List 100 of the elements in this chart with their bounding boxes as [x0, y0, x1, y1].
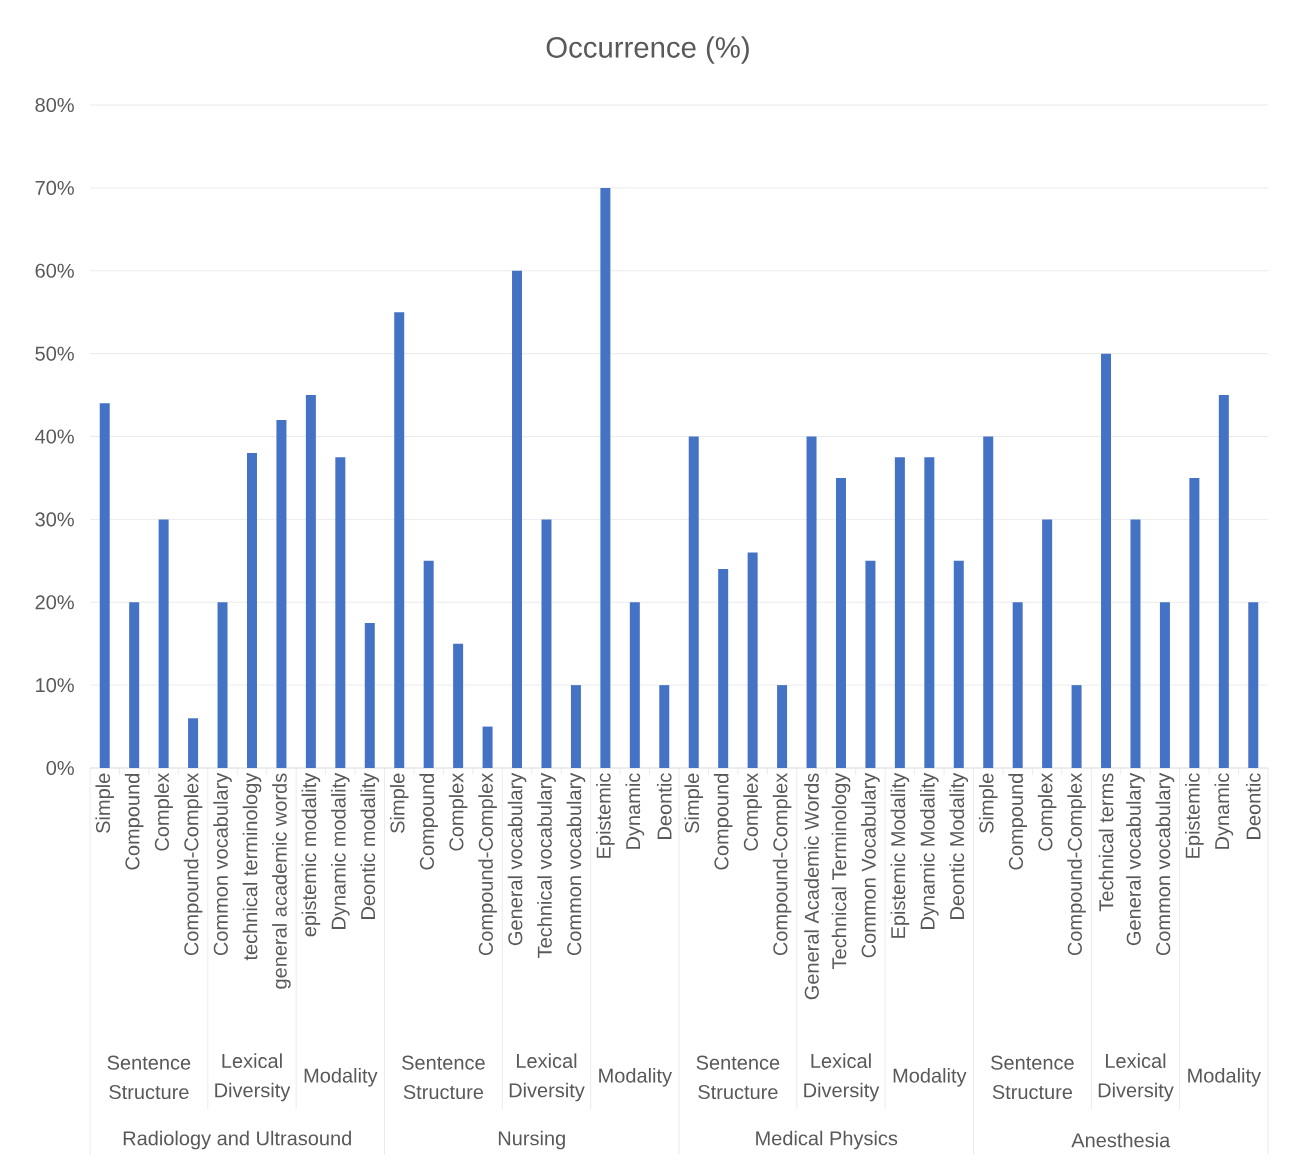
- bar: [806, 436, 817, 768]
- text: Modality: [893, 1068, 967, 1087]
- text: Lexical Diversity: [1098, 1053, 1174, 1102]
- text: Sentence Structure: [991, 1055, 1074, 1100]
- x-tick-label: Compound: [1008, 774, 1027, 870]
- y-tick-label: 30%: [35, 512, 74, 527]
- x-tick-label: Technical terms: [1098, 773, 1114, 912]
- x-tick-label: Common Vocabulary: [861, 772, 880, 958]
- bar: [1159, 602, 1170, 768]
- bar: [1248, 602, 1259, 768]
- bar: [1071, 685, 1082, 768]
- bar: [835, 477, 846, 768]
- text: Modality: [304, 1068, 378, 1087]
- bar: [747, 552, 758, 768]
- y-tick-label: 50%: [35, 346, 74, 361]
- x-tick-label: Dynamic: [1214, 773, 1234, 849]
- bar: [158, 519, 169, 768]
- x-tick-label: General Academic Words: [804, 773, 819, 1000]
- text: Lexical Diversity: [215, 1053, 291, 1102]
- x-tick-label: Dynamic modality: [331, 772, 350, 929]
- bar: [246, 453, 257, 768]
- bar: [924, 457, 935, 768]
- y-tick-label: 20%: [35, 595, 74, 610]
- y-tick-label: 80%: [35, 97, 74, 113]
- x-tick-label: Simple: [684, 773, 704, 833]
- x-tick-label: Compound: [713, 774, 733, 870]
- x-tick-label: epistemic modality: [301, 772, 321, 937]
- bar: [335, 457, 346, 768]
- y-tick-label: 0%: [46, 760, 74, 776]
- y-tick-label: 40%: [35, 429, 74, 444]
- text: Lexical Diversity: [509, 1053, 585, 1102]
- x-tick-label: Complex: [154, 772, 173, 851]
- text: Modality: [1188, 1068, 1262, 1087]
- bar: [688, 436, 699, 768]
- bar: [1042, 519, 1053, 768]
- bar: [953, 560, 964, 768]
- x-tick-label: Epistemic: [1185, 773, 1204, 858]
- x-tick-label: Dynamic: [625, 773, 645, 849]
- x-tick-label: General vocabulary: [1126, 772, 1145, 946]
- x-tick-label: Complex: [743, 772, 762, 851]
- bar: [1101, 353, 1112, 768]
- x-tick-label: Epistemic: [596, 773, 615, 858]
- bar: [276, 419, 287, 768]
- x-tick-label: Deontic Modality: [949, 772, 969, 919]
- text: Sentence Structure: [696, 1055, 780, 1100]
- bar: [512, 270, 523, 768]
- bar: [629, 602, 640, 768]
- x-tick-label: Compound-Complex: [1067, 772, 1086, 956]
- x-tick-label: Common vocabulary: [213, 772, 232, 956]
- bar: [659, 685, 670, 768]
- x-tick-label: Compound: [124, 774, 144, 870]
- text: Anesthesia: [1071, 1132, 1171, 1148]
- x-tick-label: General vocabulary: [507, 772, 527, 946]
- bar: [394, 312, 405, 768]
- bar: [1189, 477, 1200, 768]
- x-tick-label: Deontic: [1245, 773, 1261, 839]
- x-tick-label: Deontic: [656, 773, 672, 839]
- bar: [305, 395, 316, 768]
- x-tick-label: Common vocabulary: [1155, 772, 1175, 956]
- text: Sentence Structure: [107, 1055, 191, 1100]
- bar: [129, 602, 140, 768]
- bar: [1012, 602, 1023, 768]
- bar: [99, 403, 110, 768]
- bar: [541, 519, 552, 768]
- y-tick-label: 70%: [35, 180, 74, 195]
- x-tick-label: Technical Terminology: [831, 772, 851, 970]
- x-tick-label: Common vocabulary: [566, 772, 586, 956]
- text: Nursing: [498, 1130, 565, 1150]
- bar: [777, 685, 788, 768]
- x-tick-label: Complex: [448, 772, 468, 851]
- x-tick-label: Dynamic Modality: [920, 772, 939, 929]
- bar: [865, 560, 876, 768]
- text: Lexical Diversity: [804, 1053, 880, 1102]
- bar: [423, 560, 434, 768]
- bar: [453, 643, 464, 768]
- x-tick-label: Technical vocabulary: [537, 772, 556, 958]
- bar: [718, 569, 729, 768]
- bar: [482, 726, 493, 768]
- bar: [188, 718, 199, 768]
- bar: [1130, 519, 1141, 768]
- text: Medical Physics: [756, 1130, 898, 1150]
- x-tick-label: Epistemic Modality: [890, 772, 910, 938]
- x-tick-label: Compound-Complex: [772, 772, 792, 956]
- y-tick-label: 60%: [35, 263, 74, 278]
- x-tick-label: Deontic modality: [360, 772, 380, 919]
- text: Sentence Structure: [402, 1055, 485, 1100]
- x-tick-label: Simple: [978, 773, 998, 833]
- x-tick-label: general academic words: [272, 773, 291, 989]
- x-tick-label: technical terminology: [242, 772, 262, 961]
- x-tick-label: Compound-Complex: [183, 772, 203, 956]
- bar: [894, 457, 905, 768]
- x-tick-label: Complex: [1037, 772, 1057, 851]
- bar: [1218, 395, 1229, 768]
- bar: [983, 436, 994, 768]
- chart-title: Occurrence (%): [546, 36, 749, 64]
- x-tick-label: Compound-Complex: [478, 772, 497, 956]
- bar: [570, 685, 581, 768]
- bar: [217, 602, 228, 768]
- text: Modality: [599, 1068, 672, 1087]
- x-tick-label: Simple: [389, 773, 409, 833]
